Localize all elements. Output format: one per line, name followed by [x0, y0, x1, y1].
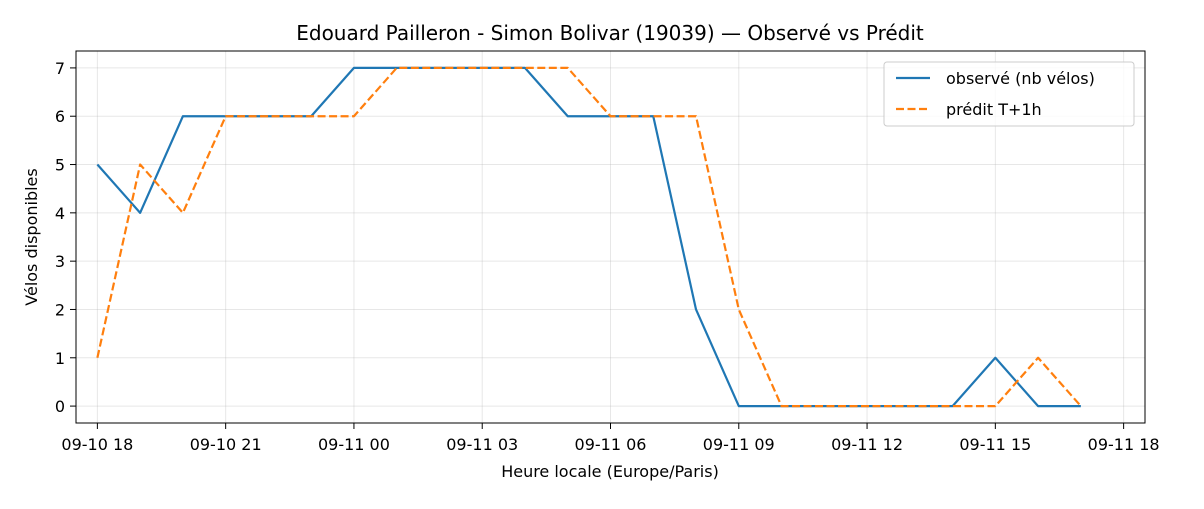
x-axis-title: Heure locale (Europe/Paris) [501, 462, 719, 481]
series-line-predicted [96, 66, 1082, 408]
y-tick-label: 7 [55, 59, 65, 78]
x-tick-label: 09-11 00 [318, 435, 390, 454]
y-tick-label: 0 [55, 397, 65, 416]
y-tick-label: 6 [55, 107, 65, 126]
x-tick-label: 09-11 03 [446, 435, 518, 454]
x-tick-label: 09-11 09 [703, 435, 775, 454]
x-tick-label: 09-11 15 [959, 435, 1031, 454]
legend-label: prédit T+1h [946, 100, 1042, 119]
y-tick-label: 5 [55, 156, 65, 175]
y-tick-label: 1 [55, 349, 65, 368]
legend-box [883, 61, 1135, 127]
y-axis-ticks: 0 1 2 3 4 5 6 7 [55, 59, 76, 416]
x-tick-label: 09-11 06 [575, 435, 647, 454]
series-lines [96, 66, 1082, 408]
legend-label: observé (nb vélos) [946, 69, 1095, 88]
legend: observé (nb vélos) prédit T+1h [883, 61, 1135, 127]
x-axis-ticks: 09-10 18 09-10 21 09-11 00 09-11 03 09-11 06… [61, 423, 1160, 454]
x-tick-label: 09-10 21 [190, 435, 262, 454]
x-tick-label: 09-11 12 [831, 435, 903, 454]
chart-title: Edouard Pailleron - Simon Bolivar (19039… [296, 21, 924, 45]
x-tick-label: 09-10 18 [61, 435, 133, 454]
y-tick-label: 4 [55, 204, 65, 223]
y-axis-title: Vélos disponibles [22, 168, 41, 305]
y-tick-label: 3 [55, 252, 65, 271]
y-tick-label: 2 [55, 300, 65, 319]
x-tick-label: 09-11 18 [1088, 435, 1160, 454]
